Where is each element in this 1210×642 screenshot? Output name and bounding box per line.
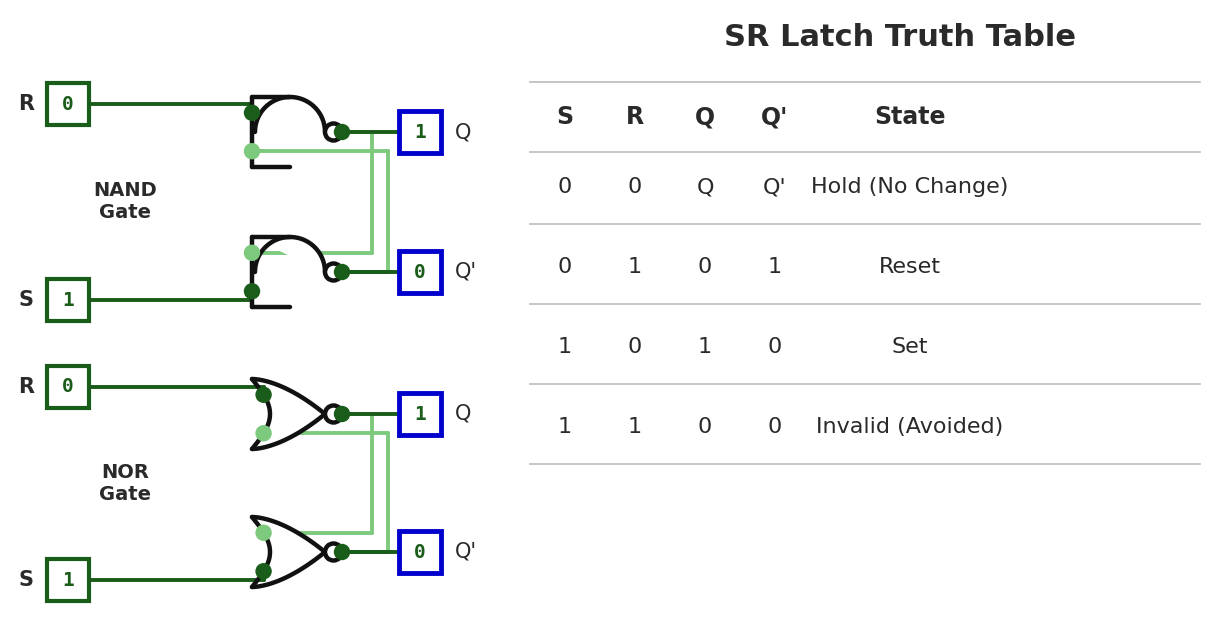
Bar	[399, 111, 440, 153]
Text: 0: 0	[628, 337, 643, 357]
Text: S: S	[18, 290, 34, 310]
Text: 0: 0	[558, 177, 572, 197]
Text: Q': Q'	[455, 262, 477, 282]
Text: Q: Q	[695, 105, 715, 129]
Text: 0: 0	[698, 257, 713, 277]
Circle shape	[325, 123, 342, 141]
Text: 1: 1	[628, 257, 643, 277]
Polygon shape	[252, 237, 325, 307]
Text: S: S	[18, 570, 34, 590]
Text: 0: 0	[414, 542, 426, 562]
Text: Set: Set	[892, 337, 928, 357]
Bar	[47, 279, 90, 321]
Polygon shape	[252, 379, 325, 449]
Text: 0: 0	[698, 417, 713, 437]
Bar	[47, 366, 90, 408]
Circle shape	[244, 245, 259, 260]
Text: Invalid (Avoided): Invalid (Avoided)	[817, 417, 1003, 437]
Text: R: R	[18, 377, 34, 397]
Text: 1: 1	[558, 417, 572, 437]
Text: State: State	[875, 105, 946, 129]
Text: 1: 1	[414, 404, 426, 424]
Circle shape	[325, 544, 342, 560]
Text: 1: 1	[62, 290, 74, 309]
Circle shape	[334, 125, 350, 139]
Text: NAND
Gate: NAND Gate	[93, 182, 157, 223]
Text: S: S	[557, 105, 574, 129]
Circle shape	[334, 265, 350, 279]
Text: Q': Q'	[764, 177, 786, 197]
Circle shape	[257, 426, 271, 441]
Text: 1: 1	[414, 123, 426, 141]
Text: 0: 0	[768, 417, 782, 437]
Text: Q: Q	[696, 177, 714, 197]
Text: 1: 1	[628, 417, 643, 437]
Bar	[47, 559, 90, 601]
Bar	[399, 531, 440, 573]
Text: 0: 0	[414, 263, 426, 281]
Circle shape	[334, 406, 350, 422]
Circle shape	[244, 144, 259, 159]
Text: 0: 0	[558, 257, 572, 277]
Text: R: R	[626, 105, 644, 129]
Circle shape	[334, 544, 350, 559]
Text: SR Latch Truth Table: SR Latch Truth Table	[724, 22, 1076, 51]
Circle shape	[244, 105, 259, 120]
Text: Hold (No Change): Hold (No Change)	[812, 177, 1009, 197]
Text: Q': Q'	[761, 105, 789, 129]
Text: 1: 1	[698, 337, 711, 357]
Text: Q': Q'	[455, 542, 477, 562]
Circle shape	[325, 263, 342, 281]
Circle shape	[257, 387, 271, 403]
Text: 0: 0	[62, 377, 74, 397]
Text: NOR
Gate: NOR Gate	[99, 462, 151, 503]
Circle shape	[257, 564, 271, 578]
Text: 1: 1	[62, 571, 74, 589]
Text: 1: 1	[768, 257, 782, 277]
Polygon shape	[252, 517, 325, 587]
Text: 0: 0	[628, 177, 643, 197]
Text: 0: 0	[768, 337, 782, 357]
Text: Q: Q	[455, 404, 472, 424]
Text: R: R	[18, 94, 34, 114]
Bar	[47, 83, 90, 125]
Text: 0: 0	[62, 94, 74, 114]
Circle shape	[325, 406, 342, 422]
Text: Q: Q	[455, 122, 472, 142]
Polygon shape	[252, 97, 325, 167]
Bar	[399, 251, 440, 293]
Circle shape	[257, 525, 271, 541]
Bar	[399, 393, 440, 435]
Text: 1: 1	[558, 337, 572, 357]
Circle shape	[244, 284, 259, 299]
Text: Reset: Reset	[878, 257, 941, 277]
